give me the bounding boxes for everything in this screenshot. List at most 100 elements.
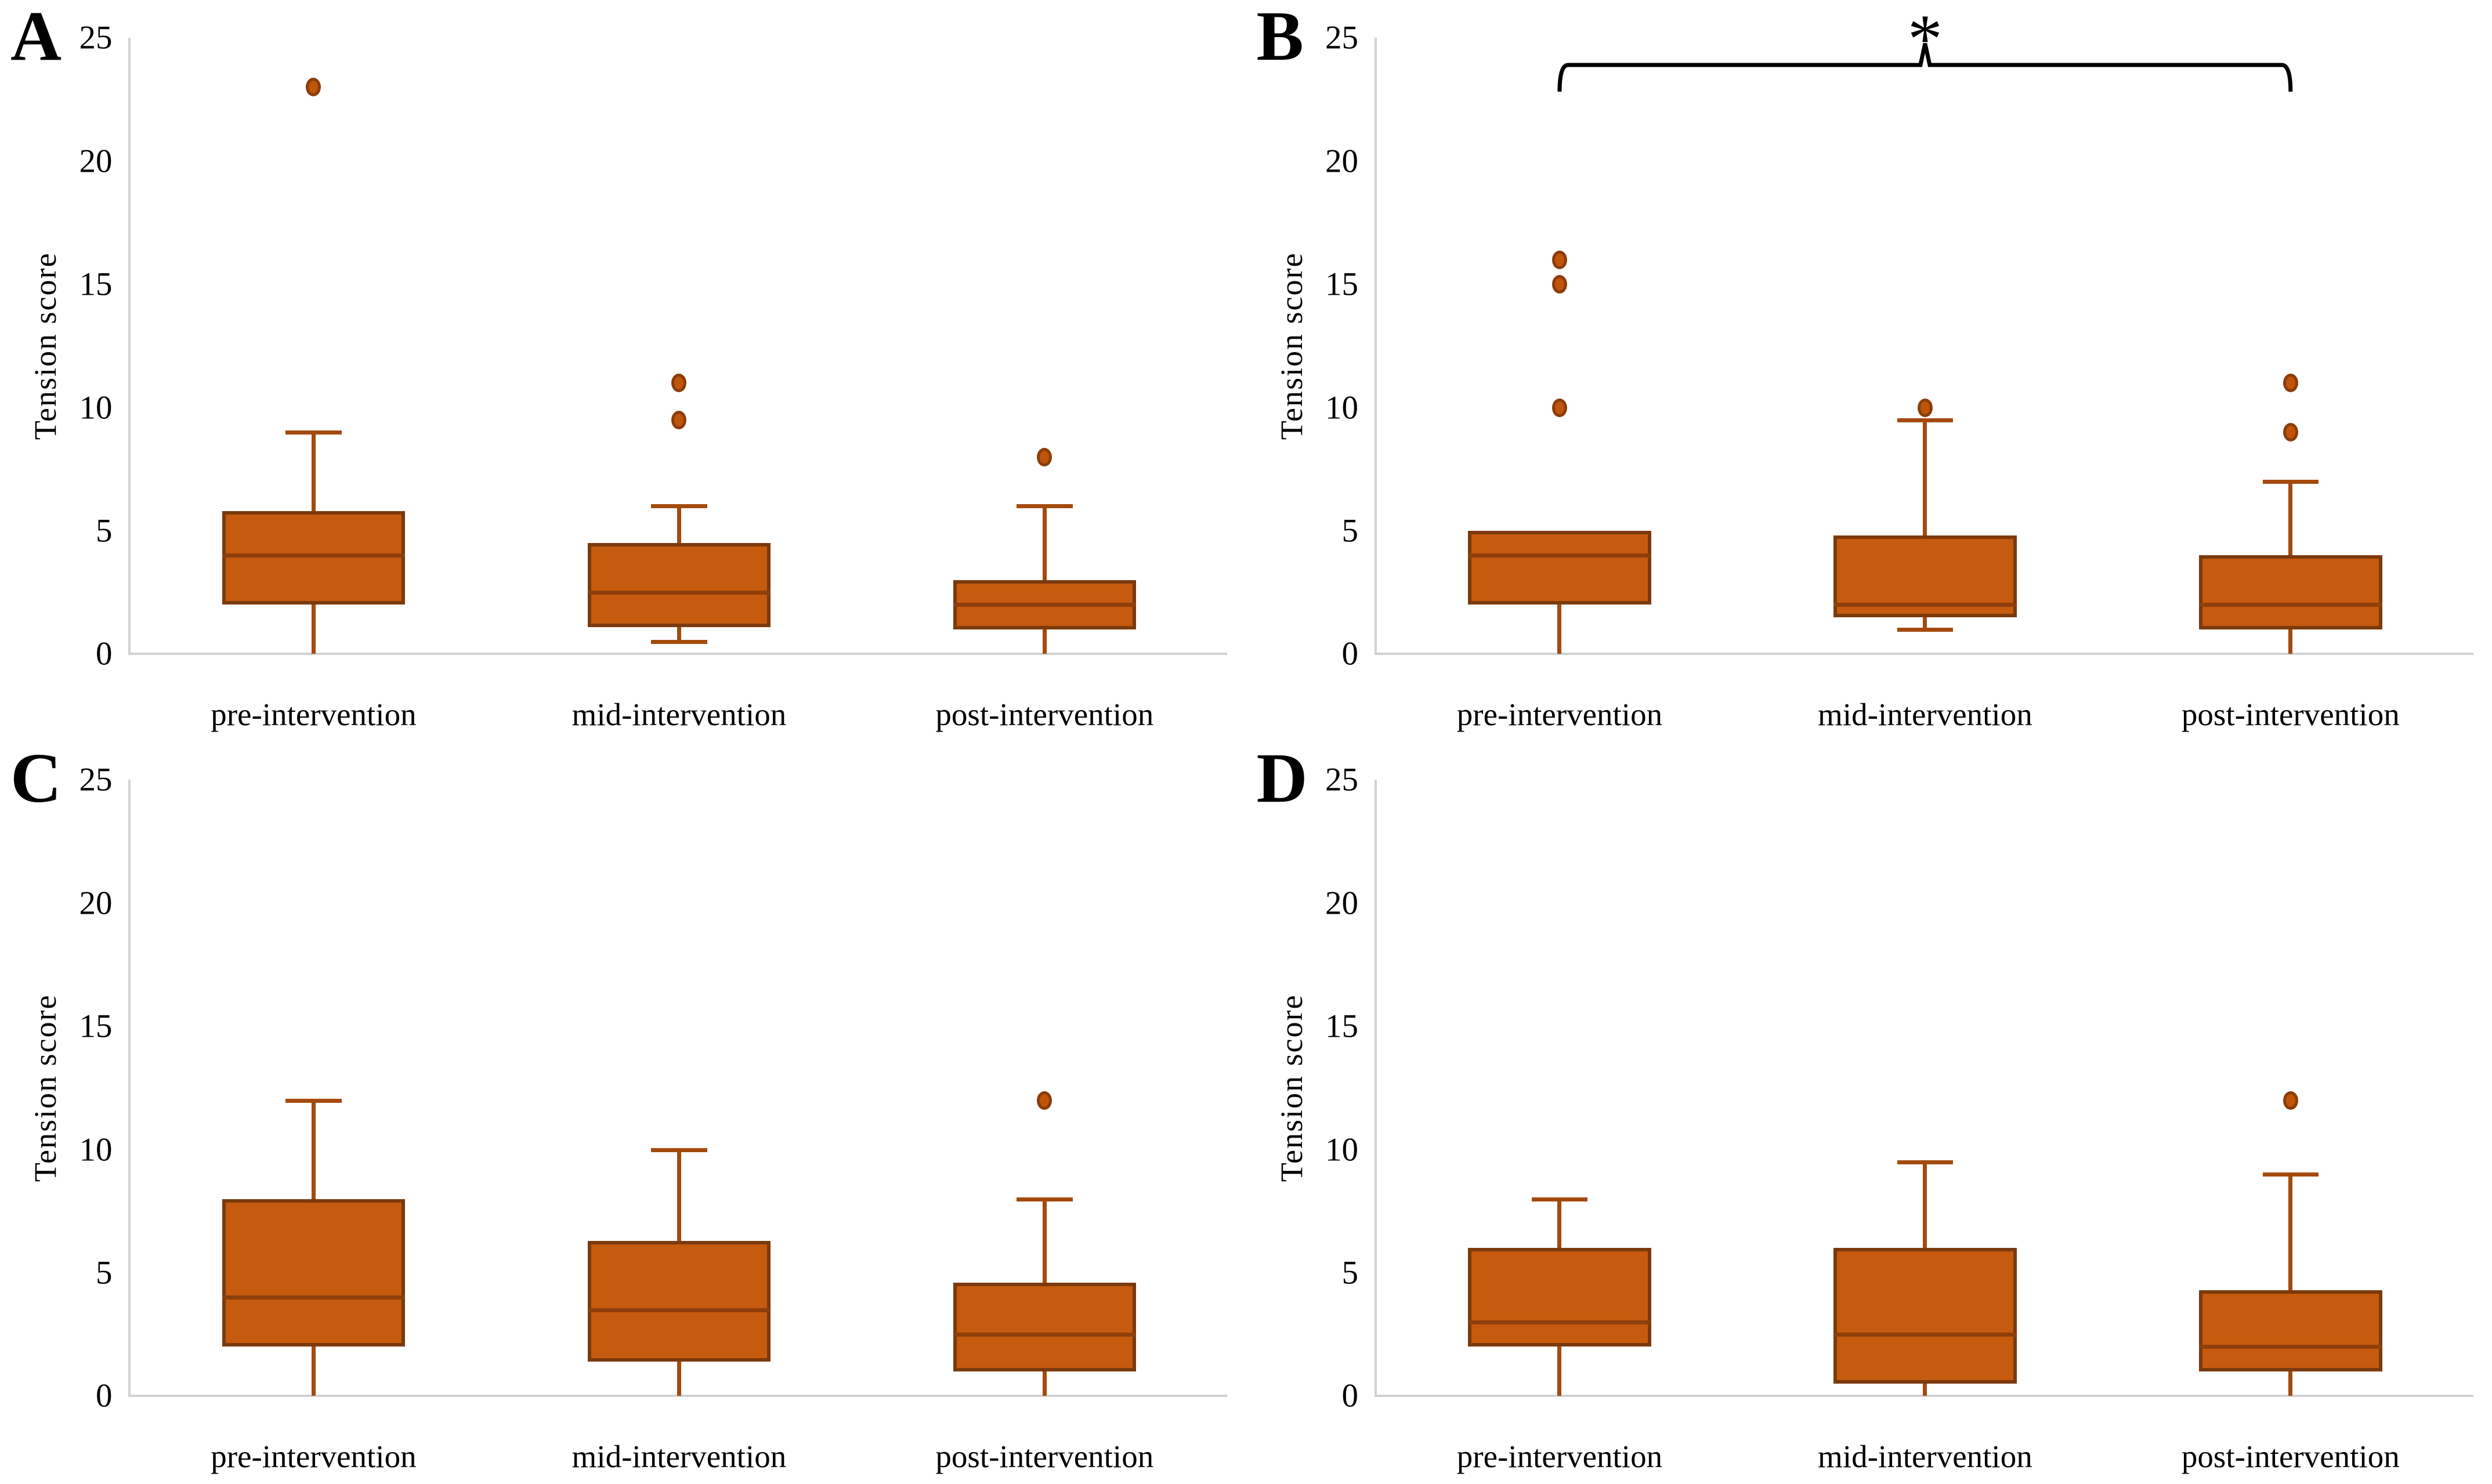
median-line (587, 591, 771, 595)
median-line (1468, 1320, 1651, 1324)
y-tick-label: 20 (79, 885, 113, 922)
y-tick-label: 10 (1325, 1131, 1358, 1168)
lower-whisker (1042, 629, 1047, 654)
outlier-dot (1551, 275, 1567, 294)
y-tick-label: 5 (95, 1254, 113, 1291)
y-tick-label: 15 (1325, 1008, 1358, 1045)
iqr-box (587, 543, 771, 627)
lower-whisker (1557, 1347, 1562, 1396)
y-tick-label: 10 (79, 1131, 113, 1168)
upper-whisker-cap (2262, 480, 2319, 484)
upper-whisker-cap (1897, 418, 1954, 422)
upper-whisker (1557, 1199, 1562, 1248)
lower-whisker-cap (651, 640, 707, 645)
y-tick-label: 25 (1325, 19, 1358, 56)
y-axis-line (1374, 780, 1377, 1398)
y-tick-label: 0 (1341, 635, 1358, 672)
lower-whisker (1923, 617, 1927, 629)
y-axis-line (128, 780, 131, 1398)
lower-whisker (677, 1361, 681, 1396)
category-label: pre-intervention (211, 697, 417, 733)
upper-whisker (1042, 506, 1047, 580)
category-label: post-intervention (2181, 1439, 2400, 1475)
panel-C: C Tension score 0 5 10 15 20 25 pre-interventi… (0, 742, 1246, 1484)
y-tick-label: 0 (95, 635, 113, 672)
upper-whisker-cap (1897, 1160, 1954, 1164)
lower-whisker (311, 1347, 316, 1396)
y-tick-label: 10 (1325, 389, 1358, 426)
iqr-box (1468, 530, 1651, 605)
x-axis-line (1374, 1395, 2473, 1398)
upper-whisker (2288, 482, 2293, 556)
y-tick-label: 5 (95, 512, 113, 549)
y-axis-title: Tension score (28, 994, 63, 1182)
plot-area-A: Tension score 0 5 10 15 20 25 pre-intervention… (28, 21, 1228, 732)
category-label: pre-intervention (1456, 697, 1663, 733)
significance-bracket-path (1557, 43, 2293, 92)
outlier-dot (306, 78, 321, 97)
panel-B: B Tension score 0 5 10 15 20 25 pre-interventi… (1246, 0, 2492, 742)
y-tick-label: 25 (1325, 761, 1358, 798)
upper-whisker-cap (1017, 504, 1073, 509)
lower-whisker (1557, 605, 1562, 654)
lower-whisker (1923, 1384, 1927, 1396)
median-line (2199, 603, 2382, 607)
panel-A: A Tension score 0 5 10 15 20 25 pre-interventi… (0, 0, 1246, 742)
median-line (1833, 603, 2017, 607)
plot-area-B: Tension score 0 5 10 15 20 25 pre-intervention… (1274, 4, 2473, 732)
panel-letter-B: B (1256, 0, 1304, 75)
y-tick-label: 0 (95, 1377, 113, 1414)
upper-whisker-cap (651, 1148, 707, 1152)
upper-whisker-cap (1017, 1197, 1073, 1201)
y-tick-label: 25 (79, 761, 113, 798)
category-label: post-intervention (935, 1439, 1154, 1475)
upper-whisker (677, 1149, 681, 1241)
outlier-dot (2283, 423, 2298, 442)
category-label: post-intervention (935, 697, 1154, 733)
upper-whisker (1923, 1161, 1927, 1248)
iqr-box (1468, 1248, 1651, 1347)
x-axis-line (128, 1395, 1228, 1398)
upper-whisker (677, 506, 681, 544)
plot-area-D: Tension score 0 5 10 15 20 25 pre-intervention… (1274, 763, 2473, 1474)
y-tick-label: 25 (79, 19, 113, 56)
x-axis-line (1374, 653, 2473, 656)
median-line (1833, 1333, 2017, 1337)
y-tick-label: 15 (79, 266, 113, 303)
outlier-dot (1037, 447, 1053, 466)
iqr-box (222, 1199, 406, 1347)
outlier-dot (1551, 250, 1567, 269)
upper-whisker (1042, 1199, 1047, 1283)
category-label: pre-intervention (1456, 1439, 1663, 1475)
significance-bracket (1557, 43, 2293, 92)
outlier-dot (671, 374, 687, 393)
y-tick-label: 20 (1325, 885, 1358, 922)
median-line (222, 553, 406, 558)
category-label: mid-intervention (1818, 1439, 2032, 1475)
upper-whisker (311, 1100, 316, 1199)
iqr-box (2199, 555, 2382, 629)
median-line (1468, 553, 1651, 558)
upper-whisker (1923, 419, 1927, 536)
iqr-box (222, 511, 406, 605)
plot-area-C: Tension score 0 5 10 15 20 25 pre-intervention… (28, 763, 1228, 1474)
category-label: mid-intervention (572, 1439, 787, 1475)
y-axis-line (128, 38, 131, 656)
y-axis-title: Tension score (1274, 994, 1309, 1182)
lower-whisker (677, 627, 681, 642)
panel-letter-A: A (10, 0, 62, 75)
y-tick-label: 20 (1325, 143, 1358, 180)
upper-whisker (2288, 1174, 2293, 1290)
median-line (2199, 1345, 2382, 1349)
upper-whisker-cap (651, 504, 707, 509)
panel-D: D Tension score 0 5 10 15 20 25 pre-interventi… (1246, 742, 2492, 1484)
outlier-dot (1917, 398, 1933, 417)
y-tick-label: 15 (1325, 266, 1358, 303)
y-tick-label: 0 (1341, 1377, 1358, 1414)
outlier-dot (2283, 374, 2298, 393)
median-line (587, 1308, 771, 1312)
upper-whisker-cap (1531, 1197, 1588, 1201)
upper-whisker-cap (285, 1098, 342, 1103)
lower-whisker (1042, 1371, 1047, 1396)
